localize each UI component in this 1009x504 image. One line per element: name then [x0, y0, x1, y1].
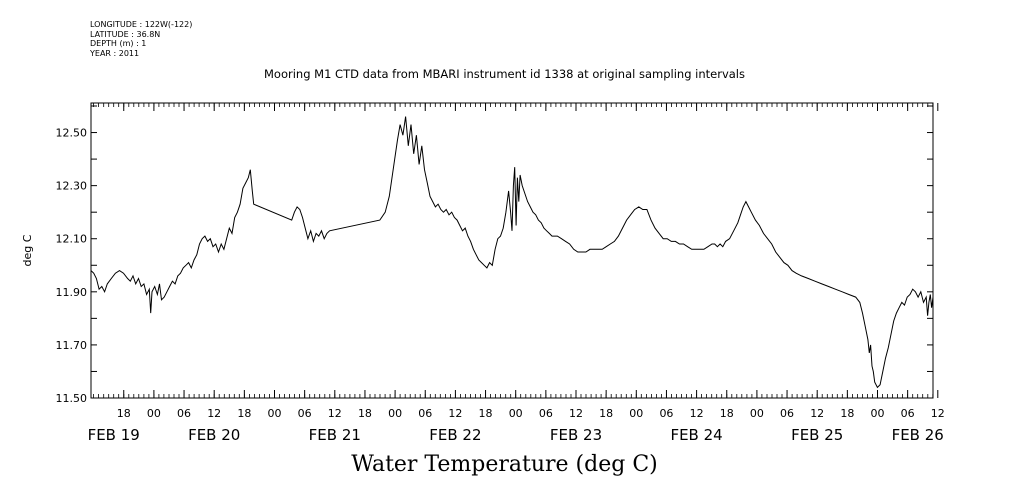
temperature-series-line — [90, 116, 934, 389]
x-date-label: FEB 21 — [309, 426, 361, 444]
y-tick-label: 12.10 — [56, 233, 88, 246]
x-hour-label: 12 — [690, 407, 704, 420]
longitude-label: LONGITUDE : 122W(-122) — [90, 20, 193, 29]
x-hour-label: 06 — [177, 407, 191, 420]
x-hour-label: 00 — [871, 407, 885, 420]
x-hour-label: 18 — [840, 407, 854, 420]
y-tick-label: 11.70 — [56, 339, 88, 352]
plot-frame — [90, 102, 934, 399]
x-hour-label: 12 — [810, 407, 824, 420]
x-date-label: FEB 22 — [429, 426, 481, 444]
x-hour-label: 18 — [599, 407, 613, 420]
x-hour-label: 12 — [569, 407, 583, 420]
x-hour-label: 18 — [358, 407, 372, 420]
y-tick-label: 11.50 — [56, 392, 88, 405]
x-hour-label: 00 — [750, 407, 764, 420]
x-date-label: FEB 19 — [88, 426, 140, 444]
x-hour-label: 00 — [147, 407, 161, 420]
x-date-label: FEB 20 — [188, 426, 240, 444]
x-hour-label: 12 — [328, 407, 342, 420]
y-tick-label: 12.50 — [56, 127, 88, 140]
depth-label: DEPTH (m) : 1 — [90, 39, 147, 48]
x-date-label: FEB 26 — [892, 426, 944, 444]
x-hour-label: 12 — [931, 407, 945, 420]
x-hour-label: 12 — [448, 407, 462, 420]
x-hour-label: 06 — [780, 407, 794, 420]
x-hour-label: 18 — [237, 407, 251, 420]
x-axis-title: Water Temperature (deg C) — [351, 452, 658, 477]
y-tick-label: 11.90 — [56, 286, 88, 299]
x-hour-label: 06 — [659, 407, 673, 420]
x-hour-label: 18 — [117, 407, 131, 420]
x-hour-label: 06 — [901, 407, 915, 420]
x-hour-label: 12 — [207, 407, 221, 420]
y-axis-title: deg C — [21, 234, 34, 266]
x-hour-label: 00 — [509, 407, 523, 420]
x-hour-label: 18 — [720, 407, 734, 420]
x-hour-label: 00 — [629, 407, 643, 420]
x-hour-label: 06 — [418, 407, 432, 420]
x-date-label: FEB 24 — [670, 426, 722, 444]
x-hour-label: 18 — [479, 407, 493, 420]
plot-metadata: LONGITUDE : 122W(-122) LATITUDE : 36.8N … — [90, 20, 192, 58]
x-date-label: FEB 25 — [791, 426, 843, 444]
x-hour-label: 06 — [539, 407, 553, 420]
x-date-label: FEB 23 — [550, 426, 602, 444]
y-tick-label: 12.30 — [56, 180, 88, 193]
x-hour-label: 00 — [268, 407, 282, 420]
latitude-label: LATITUDE : 36.8N — [90, 29, 161, 39]
x-hour-label: 00 — [388, 407, 402, 420]
chart-title: Mooring M1 CTD data from MBARI instrumen… — [264, 67, 745, 81]
year-label: YEAR : 2011 — [90, 48, 140, 58]
x-hour-label: 06 — [298, 407, 312, 420]
